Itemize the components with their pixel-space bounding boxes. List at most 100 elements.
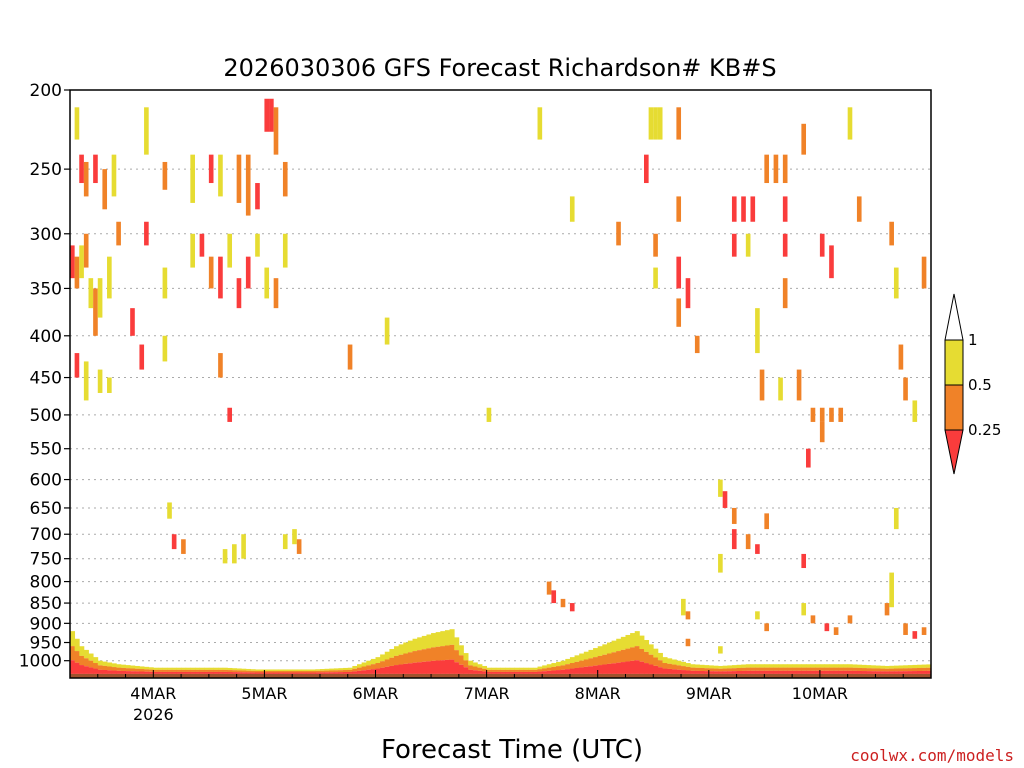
ri-cell bbox=[88, 278, 94, 309]
bl-cell bbox=[810, 667, 816, 671]
bl-cell bbox=[417, 650, 423, 663]
bl-cell bbox=[208, 669, 214, 672]
ri-cell bbox=[208, 256, 214, 289]
bl-cell bbox=[861, 671, 867, 674]
bl-cell bbox=[370, 669, 376, 674]
bl-cell bbox=[296, 669, 302, 672]
bl-cell bbox=[551, 670, 557, 674]
bl-cell bbox=[718, 668, 724, 672]
colorbar-legend: 1 0.5 0.25 bbox=[944, 293, 1001, 475]
bl-cell bbox=[801, 667, 807, 671]
ri-cell bbox=[74, 256, 80, 289]
ri-cell bbox=[810, 615, 816, 624]
bl-cell bbox=[255, 669, 261, 672]
bl-cell bbox=[639, 635, 645, 650]
ri-cell bbox=[139, 344, 145, 370]
bl-cell bbox=[875, 668, 881, 672]
ri-cell bbox=[241, 534, 246, 559]
bl-cell bbox=[514, 671, 520, 674]
bl-cell bbox=[893, 665, 899, 669]
bl-cell bbox=[213, 667, 219, 670]
ri-cell bbox=[236, 278, 242, 309]
bl-cell bbox=[736, 671, 742, 674]
bl-cell bbox=[574, 655, 580, 662]
bl-cell bbox=[426, 661, 432, 674]
bl-cell bbox=[569, 668, 575, 674]
bl-cell bbox=[893, 668, 899, 672]
ri-cell bbox=[97, 369, 103, 393]
bl-cell bbox=[130, 668, 136, 672]
bl-cell bbox=[898, 665, 904, 669]
bl-cell bbox=[713, 671, 719, 674]
bl-cell bbox=[491, 669, 497, 672]
bl-cell bbox=[194, 669, 201, 672]
bl-cell bbox=[523, 667, 529, 670]
bl-cell bbox=[250, 669, 256, 671]
bl-cell bbox=[907, 665, 913, 669]
ri-cell bbox=[551, 590, 557, 604]
bl-cell bbox=[708, 665, 714, 669]
bl-cell bbox=[370, 664, 376, 670]
bl-cell bbox=[722, 665, 728, 669]
bl-cell bbox=[866, 668, 872, 672]
bl-cell bbox=[644, 651, 650, 664]
bl-cell bbox=[241, 672, 247, 674]
bl-cell bbox=[282, 669, 288, 672]
y-tick-label: 350 bbox=[30, 279, 62, 299]
bl-cell bbox=[653, 657, 659, 666]
bl-cell bbox=[218, 667, 224, 670]
bl-cell bbox=[333, 670, 339, 673]
bl-cell bbox=[926, 667, 932, 671]
bl-cell bbox=[352, 668, 358, 672]
bl-cell bbox=[232, 668, 238, 671]
bl-cell bbox=[745, 664, 751, 668]
bl-cell bbox=[593, 657, 599, 666]
bl-cell bbox=[255, 672, 261, 674]
bl-cell bbox=[282, 672, 288, 674]
bl-cell bbox=[74, 651, 80, 663]
ri-cell bbox=[93, 288, 98, 336]
bl-cell bbox=[588, 658, 594, 667]
bl-cell bbox=[389, 665, 395, 674]
bl-cell bbox=[824, 664, 830, 668]
bl-cell bbox=[690, 670, 696, 674]
bl-cell bbox=[667, 658, 673, 664]
y-tick-label: 650 bbox=[30, 499, 62, 519]
bl-cell bbox=[144, 671, 150, 674]
bl-cell bbox=[315, 670, 321, 673]
bl-cell bbox=[130, 665, 136, 669]
bl-cell bbox=[819, 667, 825, 671]
bl-cell bbox=[782, 667, 788, 671]
bl-cell bbox=[519, 671, 525, 674]
bl-cell bbox=[921, 664, 927, 668]
bl-cell bbox=[722, 671, 728, 674]
bl-cell bbox=[222, 671, 228, 674]
bl-cell bbox=[111, 663, 117, 668]
ri-cell bbox=[694, 335, 700, 354]
bl-cell bbox=[407, 652, 413, 664]
bl-cell bbox=[870, 671, 876, 674]
ri-cell bbox=[731, 507, 737, 524]
bl-cell bbox=[634, 660, 640, 674]
bl-cell bbox=[199, 667, 205, 670]
bl-cell bbox=[259, 672, 265, 674]
bl-cell bbox=[759, 664, 765, 668]
ri-cell bbox=[773, 154, 779, 184]
bl-cell bbox=[667, 663, 673, 669]
bl-cell bbox=[111, 670, 117, 674]
bl-cell bbox=[343, 667, 349, 671]
bl-cell bbox=[847, 664, 853, 668]
bl-cell bbox=[644, 640, 650, 652]
bl-cell bbox=[838, 667, 844, 671]
ri-cell bbox=[245, 154, 251, 216]
bl-cell bbox=[329, 668, 335, 671]
ri-cell bbox=[282, 534, 288, 550]
bl-cell bbox=[810, 664, 816, 668]
bl-cell bbox=[171, 667, 177, 670]
bl-cell bbox=[773, 670, 779, 674]
bl-cell bbox=[838, 664, 844, 668]
bl-cell bbox=[884, 671, 890, 674]
bl-cell bbox=[157, 671, 163, 674]
bl-cell bbox=[542, 668, 548, 672]
bl-cell bbox=[708, 668, 714, 672]
